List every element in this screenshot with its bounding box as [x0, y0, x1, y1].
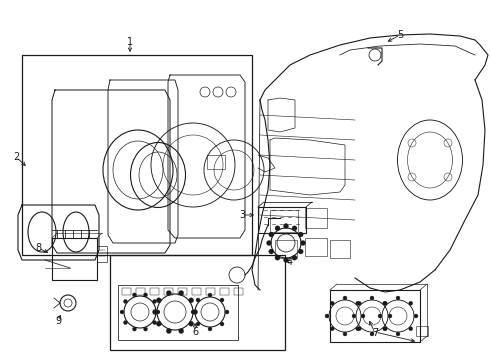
Circle shape: [298, 232, 303, 237]
Circle shape: [356, 327, 360, 331]
Circle shape: [269, 249, 274, 254]
Circle shape: [343, 332, 347, 336]
Circle shape: [383, 327, 387, 331]
Bar: [330, 290, 420, 342]
Circle shape: [388, 314, 392, 318]
Circle shape: [144, 327, 147, 331]
Circle shape: [396, 332, 400, 336]
Circle shape: [409, 327, 413, 331]
Bar: [150, 288, 159, 295]
Circle shape: [166, 329, 172, 333]
Bar: [305, 208, 327, 228]
Circle shape: [193, 310, 197, 315]
Bar: [122, 288, 131, 295]
Circle shape: [156, 298, 161, 303]
Bar: [330, 240, 350, 258]
Bar: [97, 246, 107, 262]
Bar: [206, 288, 215, 295]
Circle shape: [191, 310, 195, 314]
Circle shape: [220, 298, 224, 302]
Bar: [52, 238, 97, 280]
Bar: [234, 288, 243, 295]
Text: 2: 2: [13, 152, 19, 162]
Circle shape: [330, 327, 334, 331]
Bar: [136, 288, 145, 295]
Circle shape: [152, 310, 157, 315]
Circle shape: [361, 314, 365, 318]
Circle shape: [396, 296, 400, 300]
Circle shape: [120, 310, 124, 314]
Bar: [305, 238, 327, 256]
Circle shape: [325, 314, 329, 318]
Circle shape: [269, 232, 274, 237]
Circle shape: [220, 322, 224, 326]
Circle shape: [370, 296, 374, 300]
Circle shape: [343, 296, 347, 300]
Circle shape: [298, 249, 303, 254]
Circle shape: [156, 321, 161, 326]
Circle shape: [383, 327, 387, 331]
Circle shape: [132, 293, 136, 297]
Circle shape: [208, 327, 212, 331]
Circle shape: [166, 291, 172, 296]
Circle shape: [284, 257, 289, 262]
Circle shape: [152, 300, 157, 303]
Circle shape: [152, 321, 157, 325]
Text: 6: 6: [192, 327, 198, 337]
Bar: [416, 326, 428, 336]
Circle shape: [123, 300, 127, 303]
Circle shape: [370, 332, 374, 336]
Circle shape: [414, 314, 418, 318]
Bar: [220, 288, 229, 295]
Circle shape: [275, 226, 280, 231]
Circle shape: [352, 314, 356, 318]
Text: 3: 3: [239, 210, 245, 220]
Circle shape: [225, 310, 229, 314]
Bar: [207, 155, 225, 169]
Circle shape: [189, 298, 194, 303]
Circle shape: [378, 314, 382, 318]
Circle shape: [356, 301, 360, 305]
Bar: [118, 285, 238, 340]
Text: 8: 8: [35, 243, 41, 253]
Circle shape: [357, 327, 361, 331]
Circle shape: [208, 293, 212, 297]
Bar: [110, 255, 285, 350]
Circle shape: [196, 298, 200, 302]
Circle shape: [179, 329, 184, 333]
Circle shape: [179, 291, 184, 296]
Circle shape: [284, 224, 289, 229]
Circle shape: [383, 301, 387, 305]
Circle shape: [292, 226, 297, 231]
Text: 5: 5: [397, 30, 403, 40]
Bar: [164, 288, 173, 295]
Circle shape: [156, 310, 160, 314]
Circle shape: [196, 322, 200, 326]
Circle shape: [292, 255, 297, 260]
Text: 7: 7: [372, 328, 378, 338]
Bar: [178, 288, 187, 295]
Text: 1: 1: [127, 37, 133, 47]
Bar: [258, 207, 306, 233]
Circle shape: [267, 240, 271, 246]
Circle shape: [132, 327, 136, 331]
Circle shape: [383, 301, 387, 305]
Circle shape: [189, 321, 194, 326]
Circle shape: [123, 321, 127, 325]
Circle shape: [144, 293, 147, 297]
Circle shape: [409, 301, 413, 305]
Circle shape: [300, 240, 305, 246]
Bar: [275, 240, 297, 258]
Text: 9: 9: [55, 316, 61, 326]
Bar: [192, 288, 201, 295]
Bar: [22, 55, 252, 255]
Text: 4: 4: [287, 257, 293, 267]
Circle shape: [357, 301, 361, 305]
Bar: [270, 210, 298, 232]
Circle shape: [275, 255, 280, 260]
Circle shape: [330, 301, 334, 305]
